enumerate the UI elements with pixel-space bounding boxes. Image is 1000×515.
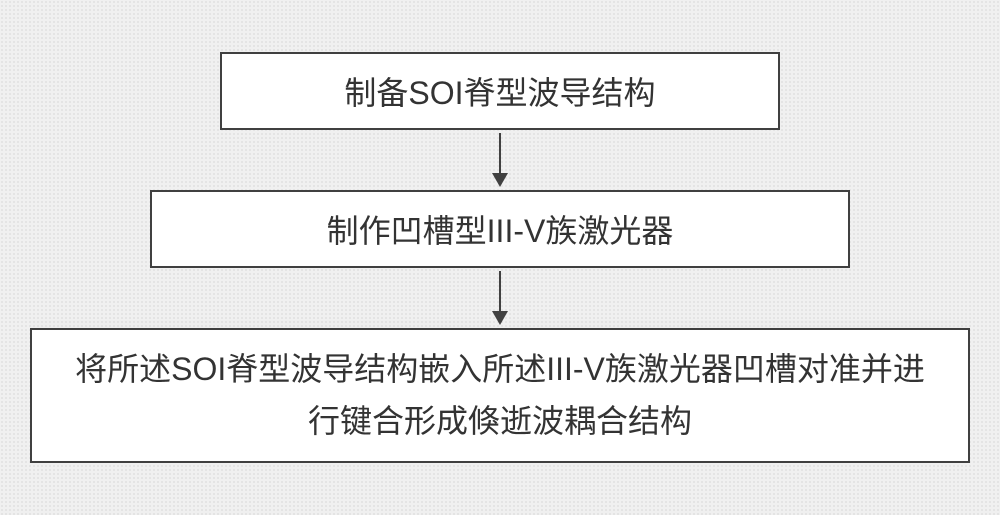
arrow-head-icon <box>492 173 508 187</box>
arrow-head-icon <box>492 311 508 325</box>
arrow-1 <box>492 130 508 190</box>
flow-step-1: 制备SOI脊型波导结构 <box>220 52 780 130</box>
step-2-label: 制作凹槽型III-V族激光器 <box>327 206 674 252</box>
step-3-label: 将所述SOI脊型波导结构嵌入所述III-V族激光器凹槽对准并进行键合形成倏逝波耦… <box>62 344 938 446</box>
flow-step-2: 制作凹槽型III-V族激光器 <box>150 190 850 268</box>
flow-step-3: 将所述SOI脊型波导结构嵌入所述III-V族激光器凹槽对准并进行键合形成倏逝波耦… <box>30 328 970 463</box>
flowchart-container: 制备SOI脊型波导结构 制作凹槽型III-V族激光器 将所述SOI脊型波导结构嵌… <box>0 52 1000 463</box>
arrow-line <box>499 133 501 173</box>
arrow-line <box>499 271 501 311</box>
step-1-label: 制备SOI脊型波导结构 <box>344 68 655 114</box>
arrow-2 <box>492 268 508 328</box>
